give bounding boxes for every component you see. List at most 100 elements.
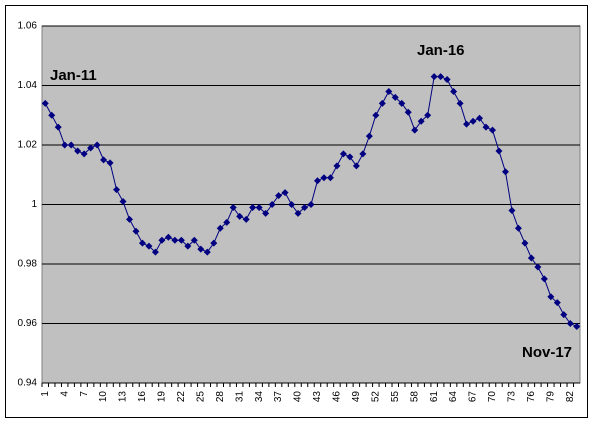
- data-point: [488, 126, 496, 134]
- data-point: [301, 203, 309, 211]
- data-point: [443, 76, 451, 84]
- x-tick-label: 10: [98, 391, 109, 403]
- data-point: [126, 215, 134, 223]
- x-tick-label: 22: [176, 391, 187, 403]
- y-tick-label: 1.06: [18, 21, 38, 32]
- data-point: [313, 177, 321, 185]
- data-point: [216, 224, 224, 232]
- x-tick-label: 46: [332, 391, 343, 403]
- x-tick-label: 25: [195, 391, 206, 403]
- data-point: [113, 186, 121, 194]
- data-point: [463, 120, 471, 128]
- data-point: [100, 156, 108, 164]
- data-point: [326, 174, 334, 182]
- data-point: [262, 209, 270, 217]
- x-tick-label: 31: [234, 391, 245, 403]
- data-point: [61, 141, 69, 149]
- x-tick-label: 4: [59, 391, 70, 397]
- data-point: [190, 236, 198, 244]
- x-tick-label: 40: [293, 391, 304, 403]
- data-point: [365, 132, 373, 140]
- data-point: [456, 99, 464, 107]
- x-tick-label: 52: [370, 391, 381, 403]
- data-point: [48, 111, 56, 119]
- data-point: [294, 209, 302, 217]
- data-point: [560, 311, 568, 319]
- y-tick-label: 1.04: [18, 80, 38, 91]
- data-point: [320, 174, 328, 182]
- data-point: [352, 162, 360, 170]
- data-point: [158, 236, 166, 244]
- data-point: [404, 108, 412, 116]
- data-point: [203, 248, 211, 256]
- data-point: [177, 236, 185, 244]
- data-point: [437, 73, 445, 81]
- data-point: [495, 147, 503, 155]
- y-tick-label: 1: [31, 199, 37, 210]
- data-point: [132, 227, 140, 235]
- data-point: [145, 242, 153, 250]
- x-tick-label: 43: [312, 391, 323, 403]
- annotation: Jan-11: [50, 67, 97, 84]
- data-point: [346, 153, 354, 161]
- data-point: [482, 123, 490, 131]
- x-tick-label: 58: [409, 391, 420, 403]
- data-point: [417, 117, 425, 125]
- y-tick-label: 1.02: [18, 140, 38, 151]
- x-tick-label: 79: [545, 391, 556, 403]
- data-point: [521, 239, 529, 247]
- data-point: [424, 111, 432, 119]
- data-point: [339, 150, 347, 158]
- data-point: [430, 73, 438, 81]
- data-point: [476, 114, 484, 122]
- data-point: [249, 203, 257, 211]
- data-point: [540, 275, 548, 283]
- y-tick-label: 0.94: [18, 378, 38, 389]
- data-point: [138, 239, 146, 247]
- data-point: [501, 168, 509, 176]
- x-tick-label: 13: [118, 391, 129, 403]
- data-point: [119, 198, 127, 206]
- data-point: [398, 99, 406, 107]
- x-tick-label: 82: [565, 391, 576, 403]
- data-point: [184, 242, 192, 250]
- data-point: [74, 147, 82, 155]
- data-point: [547, 293, 555, 301]
- data-point: [41, 99, 49, 107]
- data-point: [54, 123, 62, 131]
- data-point: [378, 99, 386, 107]
- data-point: [236, 212, 244, 220]
- data-point: [372, 111, 380, 119]
- data-point: [255, 203, 263, 211]
- data-point: [411, 126, 419, 134]
- data-point: [67, 141, 75, 149]
- x-tick-label: 61: [429, 391, 440, 403]
- data-point: [242, 215, 250, 223]
- x-tick-label: 34: [254, 391, 265, 403]
- annotation: Jan-16: [417, 42, 465, 59]
- x-tick-label: 76: [526, 391, 537, 403]
- data-point: [385, 87, 393, 95]
- data-point: [268, 201, 276, 208]
- x-tick-label: 37: [273, 391, 284, 403]
- x-tick-label: 1: [40, 391, 51, 397]
- data-point: [171, 236, 179, 244]
- x-tick-label: 19: [157, 391, 168, 403]
- data-point: [450, 87, 458, 95]
- data-point: [553, 299, 561, 307]
- x-tick-label: 16: [137, 391, 148, 403]
- y-tick-label: 0.98: [18, 259, 38, 270]
- annotation: Nov-17: [522, 344, 572, 361]
- data-point: [573, 322, 581, 330]
- data-point: [210, 239, 218, 247]
- data-point: [288, 201, 296, 208]
- data-point: [106, 159, 114, 167]
- x-tick-label: 49: [351, 391, 362, 403]
- data-point: [359, 150, 367, 158]
- data-point: [527, 254, 535, 262]
- data-point: [151, 248, 159, 256]
- data-point: [307, 201, 315, 208]
- x-tick-label: 67: [468, 391, 479, 403]
